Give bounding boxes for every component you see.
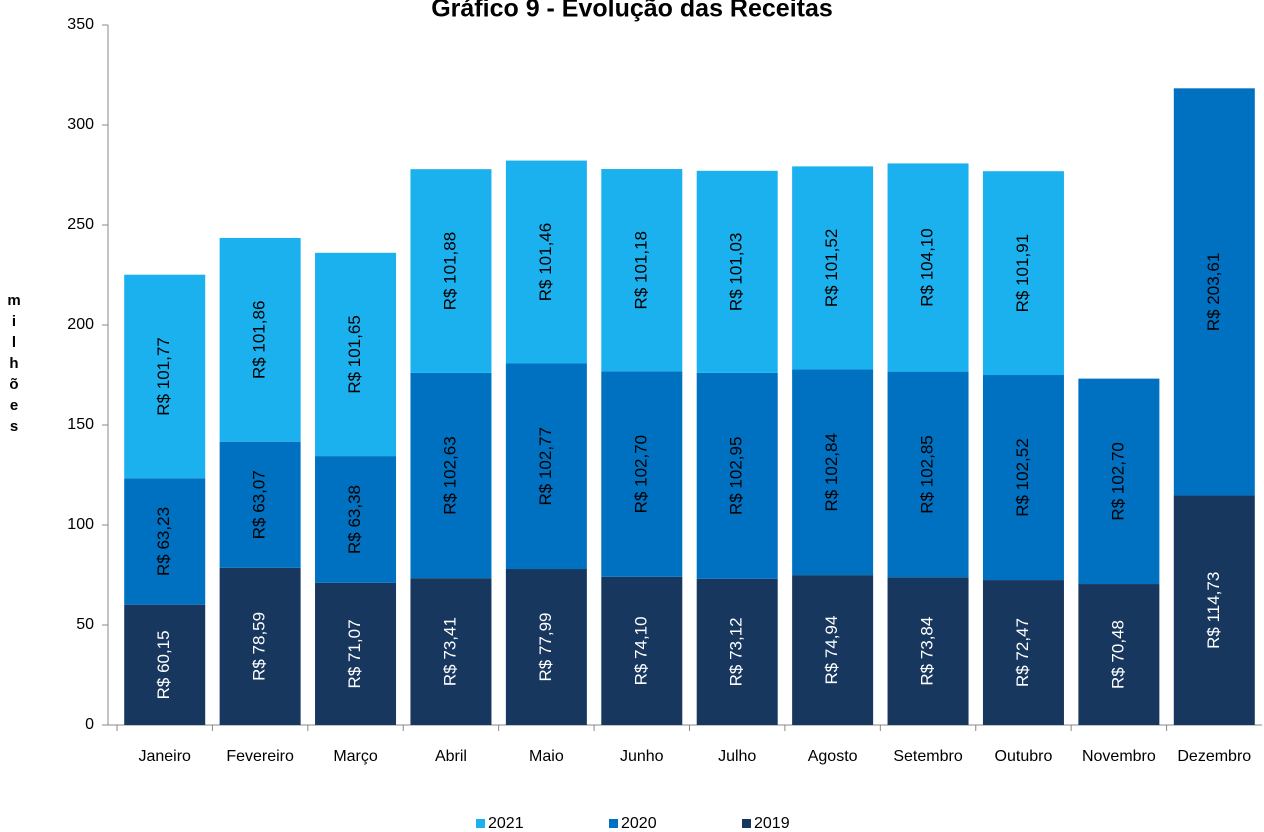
x-tick-label: Novembro	[1082, 748, 1156, 765]
y-tick-label: 200	[67, 316, 94, 333]
bar-segment	[982, 580, 1064, 725]
bar-segment	[887, 577, 969, 725]
value-label: R$ 101,91	[1013, 234, 1032, 312]
value-label: R$ 101,03	[727, 233, 746, 311]
bar-segment	[505, 569, 587, 725]
value-label: R$ 101,77	[154, 337, 173, 415]
bar-segment	[315, 456, 397, 583]
y-tick-label: 150	[67, 416, 94, 433]
bar-segment	[792, 575, 874, 725]
legend-label: 2021	[488, 815, 524, 832]
bar-segment	[1173, 495, 1255, 725]
value-label: R$ 73,84	[918, 617, 937, 686]
value-label: R$ 102,84	[822, 433, 841, 511]
bar-segment	[219, 237, 301, 442]
bar-segment	[124, 274, 206, 479]
x-tick-label: Janeiro	[138, 748, 191, 765]
bar-segment	[1078, 378, 1160, 585]
x-tick-label: Outubro	[995, 748, 1053, 765]
value-label: R$ 102,85	[918, 435, 937, 513]
bar-segment	[792, 166, 874, 370]
value-label: R$ 102,70	[1108, 442, 1127, 520]
y-tick-label: 350	[67, 16, 94, 33]
value-label: R$ 101,86	[250, 301, 269, 379]
bar-segment	[410, 372, 492, 579]
bar-segment	[410, 169, 492, 373]
value-label: R$ 101,52	[822, 229, 841, 307]
value-label: R$ 102,52	[1013, 438, 1032, 516]
y-tick-label: 100	[67, 516, 94, 533]
chart-title: Gráfico 9 - Evolução das Receitas	[431, 0, 833, 23]
bar-segment	[219, 567, 301, 725]
value-label: R$ 101,88	[440, 232, 459, 310]
x-tick-label: Março	[333, 748, 378, 765]
value-label: R$ 72,47	[1013, 618, 1032, 687]
bar-segment	[505, 363, 587, 570]
value-label: R$ 70,48	[1108, 620, 1127, 689]
value-label: R$ 101,18	[631, 231, 650, 309]
bar-segment	[792, 369, 874, 576]
x-tick-label: Junho	[620, 748, 664, 765]
legend-swatch	[742, 819, 751, 828]
value-label: R$ 73,12	[727, 617, 746, 686]
value-label: R$ 63,07	[250, 470, 269, 539]
value-label: R$ 102,77	[536, 427, 555, 505]
bar-segment	[696, 170, 778, 373]
y-tick-label: 0	[85, 716, 94, 733]
value-label: R$ 114,73	[1204, 572, 1223, 649]
value-label: R$ 63,38	[345, 485, 364, 554]
bar-segment	[601, 169, 683, 372]
bar-segment	[887, 163, 969, 372]
value-label: R$ 60,15	[154, 630, 173, 699]
value-label: R$ 102,63	[440, 436, 459, 514]
legend-label: 2020	[621, 815, 657, 832]
value-label: R$ 101,65	[345, 315, 364, 393]
bar-segment	[315, 582, 397, 725]
value-label: R$ 74,94	[822, 616, 841, 685]
legend-swatch	[476, 819, 485, 828]
x-tick-label: Dezembro	[1177, 748, 1251, 765]
bar-segment	[696, 372, 778, 579]
bar-segment	[696, 578, 778, 725]
y-tick-label: 300	[67, 116, 94, 133]
bar-segment	[410, 578, 492, 725]
bar-segment	[505, 160, 587, 364]
bar-segment	[124, 604, 206, 725]
value-label: R$ 74,10	[631, 616, 650, 685]
x-tick-label: Abril	[435, 748, 467, 765]
value-label: R$ 102,70	[631, 435, 650, 513]
value-label: R$ 73,41	[440, 617, 459, 686]
value-label: R$ 102,95	[727, 437, 746, 515]
x-tick-label: Setembro	[893, 748, 962, 765]
legend-label: 2019	[754, 815, 790, 832]
y-tick-label: 50	[76, 616, 94, 633]
bar-segment	[315, 252, 397, 457]
bar-segment	[1078, 584, 1160, 725]
y-axis-label: milhões	[6, 292, 23, 439]
value-label: R$ 104,10	[918, 228, 937, 306]
value-label: R$ 71,07	[345, 619, 364, 688]
value-label: R$ 101,46	[536, 223, 555, 301]
x-tick-label: Fevereiro	[226, 748, 294, 765]
bar-segment	[982, 171, 1064, 376]
value-label: R$ 203,61	[1204, 253, 1223, 331]
x-tick-label: Julho	[718, 748, 756, 765]
bar-segment	[982, 375, 1064, 581]
bar-segment	[124, 478, 206, 605]
value-label: R$ 77,99	[536, 613, 555, 682]
bar-segment	[1173, 88, 1255, 496]
legend-swatch	[609, 819, 618, 828]
y-tick-label: 250	[67, 216, 94, 233]
x-tick-label: Agosto	[808, 748, 858, 765]
bar-segment	[887, 371, 969, 578]
x-tick-label: Maio	[529, 748, 564, 765]
value-label: R$ 78,59	[250, 612, 269, 681]
value-label: R$ 63,23	[154, 507, 173, 576]
bar-segment	[219, 441, 301, 568]
bar-segment	[601, 576, 683, 725]
bar-segment	[601, 371, 683, 577]
